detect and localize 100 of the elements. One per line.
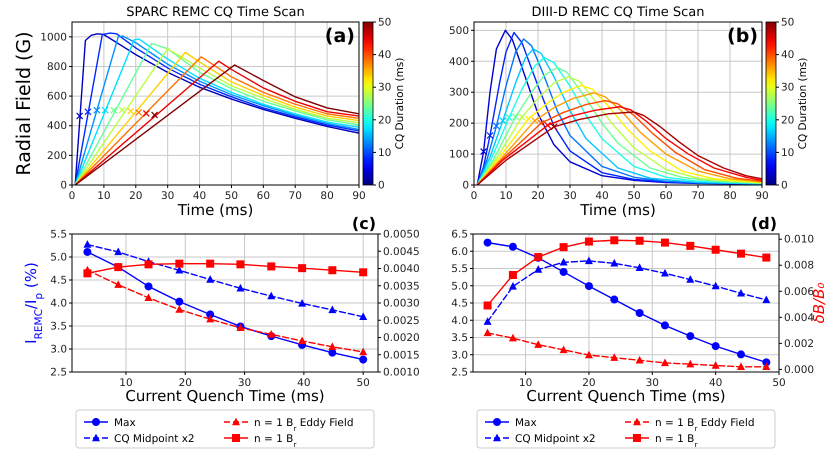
y2-tick-label: 0.006 bbox=[784, 286, 814, 298]
point bbox=[610, 353, 618, 361]
point bbox=[484, 238, 492, 247]
y2-tick-label: 0.002 bbox=[784, 338, 814, 350]
color-bar-label: 20 bbox=[378, 114, 392, 126]
point bbox=[712, 282, 720, 290]
chart-title: DIII-D REMC CQ Time Scan bbox=[531, 5, 705, 20]
y-tick-label: 200 bbox=[448, 118, 469, 130]
point bbox=[736, 288, 745, 297]
y-tick-label: 4.0 bbox=[50, 298, 67, 310]
point bbox=[610, 258, 618, 267]
text: (c) bbox=[352, 214, 376, 233]
point bbox=[114, 248, 122, 256]
point bbox=[175, 260, 184, 268]
x-tick-label: 80 bbox=[723, 190, 737, 202]
point bbox=[660, 238, 669, 247]
point bbox=[298, 299, 306, 307]
point bbox=[298, 264, 306, 272]
point bbox=[328, 306, 336, 314]
x-tick-label: 10 bbox=[518, 377, 532, 389]
point bbox=[538, 120, 545, 127]
point bbox=[175, 298, 184, 306]
point bbox=[660, 358, 669, 366]
annotation: (a) bbox=[324, 25, 355, 47]
x-tick-label: 90 bbox=[755, 190, 769, 202]
point bbox=[175, 305, 184, 313]
point bbox=[144, 282, 152, 290]
point bbox=[499, 117, 506, 124]
y2-tick-label: 0.0015 bbox=[383, 349, 420, 362]
y-tick-label: 2.5 bbox=[50, 366, 67, 378]
point bbox=[550, 123, 558, 130]
y2-tick-label: 0.0035 bbox=[383, 280, 420, 292]
point bbox=[736, 350, 745, 358]
y-tick-label: 3.5 bbox=[50, 320, 67, 332]
point bbox=[660, 268, 669, 277]
x-axis-title: Current Quench Time (ms) bbox=[526, 387, 726, 405]
point bbox=[762, 295, 770, 304]
x-tick-label: 40 bbox=[192, 190, 206, 202]
point bbox=[359, 312, 368, 320]
point bbox=[359, 268, 368, 276]
color-bar-label: 0 bbox=[781, 180, 788, 192]
color-bar-label: 20 bbox=[781, 114, 794, 126]
color-bar-label: 10 bbox=[378, 146, 392, 159]
color-bar-label: 0 bbox=[378, 180, 385, 192]
point bbox=[114, 280, 122, 288]
point bbox=[298, 336, 306, 344]
point bbox=[560, 268, 568, 276]
point bbox=[636, 309, 644, 318]
chart-title: SPARC REMC CQ Time Scan bbox=[126, 5, 305, 20]
x-tick-label: 10 bbox=[97, 190, 111, 202]
point bbox=[712, 361, 720, 369]
x-tick-label: 50 bbox=[627, 190, 641, 202]
y-tick-label: 300 bbox=[448, 86, 469, 99]
x-tick-label: 50 bbox=[224, 190, 238, 202]
point bbox=[544, 122, 552, 129]
y-tick-label: 0 bbox=[462, 180, 469, 192]
point bbox=[584, 282, 593, 290]
point bbox=[206, 314, 214, 322]
point bbox=[762, 254, 770, 262]
y-tick-label: 400 bbox=[46, 120, 67, 132]
legend-label: n = 1 B$_{r}$ Eddy Field bbox=[254, 417, 354, 432]
y-tick-label: 200 bbox=[46, 150, 67, 162]
color-bar-title: CQ Duration (ms) bbox=[797, 58, 809, 150]
x-tick-label: 10 bbox=[499, 190, 513, 202]
y2-tick-label: 0.0050 bbox=[383, 228, 420, 240]
point bbox=[267, 292, 276, 300]
point bbox=[560, 243, 568, 252]
point bbox=[686, 242, 694, 250]
y2-tick-label: 0.0040 bbox=[383, 263, 420, 275]
x-tick-label: 40 bbox=[297, 377, 311, 389]
point bbox=[560, 345, 568, 354]
legend-label: Max bbox=[515, 417, 537, 429]
x-tick-label: 20 bbox=[178, 377, 192, 389]
point bbox=[636, 356, 644, 364]
color-bar-label: 30 bbox=[781, 82, 794, 94]
y2-tick-label: 0.008 bbox=[784, 260, 814, 272]
point bbox=[560, 258, 568, 266]
y-tick-label: 100 bbox=[448, 148, 469, 161]
legend-label: n = 1 B$_{r}$ Eddy Field bbox=[655, 417, 754, 432]
point bbox=[524, 115, 532, 122]
point bbox=[506, 114, 513, 122]
point bbox=[206, 260, 214, 268]
point bbox=[486, 132, 494, 140]
x-tick-label: 20 bbox=[129, 190, 142, 202]
x-tick-label: 30 bbox=[646, 377, 659, 389]
x-tick-label: 0 bbox=[68, 190, 76, 202]
color-bar-label: 10 bbox=[781, 146, 794, 159]
legend-label: CQ Midpoint x2 bbox=[515, 433, 596, 445]
y2-tick-label: 0.010 bbox=[784, 234, 814, 246]
x-tick-label: 20 bbox=[531, 190, 545, 202]
x-tick-label: 10 bbox=[119, 377, 133, 389]
y-tick-label: 5.5 bbox=[50, 228, 67, 240]
color-bar-label: 30 bbox=[378, 82, 392, 94]
point bbox=[508, 242, 517, 251]
x-axis-title: Current Quench Time (ms) bbox=[125, 387, 325, 405]
x-tick-label: 50 bbox=[772, 377, 786, 389]
y-tick-label: 5.5 bbox=[451, 263, 468, 275]
text: (d) bbox=[750, 214, 777, 233]
x-tick-label: 0 bbox=[470, 190, 478, 202]
y-tick-label: 6.5 bbox=[451, 228, 468, 240]
